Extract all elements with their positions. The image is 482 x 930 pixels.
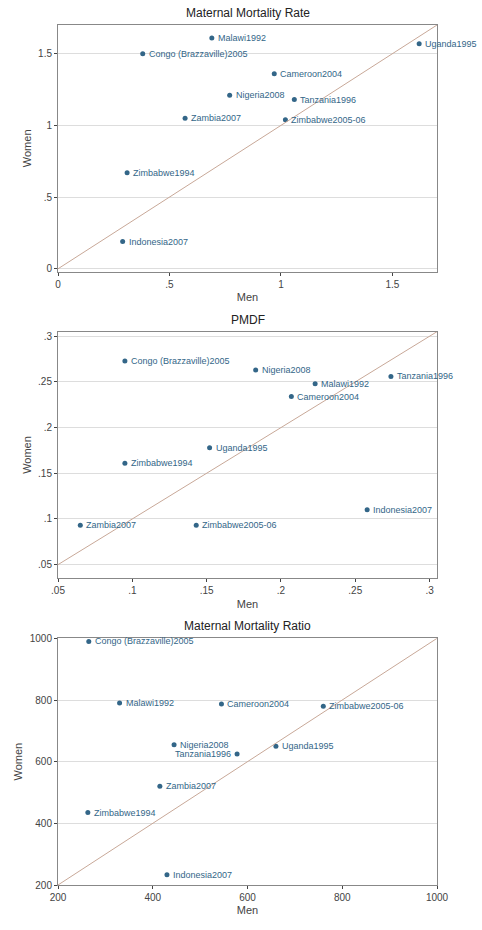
svg-text:1.5: 1.5 (385, 279, 399, 290)
svg-text:Men: Men (237, 291, 258, 303)
svg-text:Uganda1995: Uganda1995 (282, 741, 334, 751)
svg-text:Uganda1995: Uganda1995 (216, 443, 268, 453)
svg-text:200: 200 (50, 892, 67, 903)
svg-text:400: 400 (35, 818, 52, 829)
svg-text:Congo (Brazzaville)2005: Congo (Brazzaville)2005 (131, 356, 230, 366)
svg-text:.3: .3 (44, 331, 53, 342)
svg-text:Cameroon2004: Cameroon2004 (297, 392, 359, 402)
svg-text:Men: Men (237, 598, 258, 610)
svg-text:Zimbabwe2005-06: Zimbabwe2005-06 (202, 520, 277, 530)
svg-text:Zimbabwe1994: Zimbabwe1994 (94, 808, 156, 818)
svg-text:Malawi1992: Malawi1992 (321, 379, 369, 389)
svg-text:Women: Women (21, 129, 33, 167)
svg-text:Men: Men (237, 904, 258, 916)
svg-text:.15: .15 (200, 585, 214, 596)
svg-text:Zambia2007: Zambia2007 (166, 781, 216, 791)
svg-text:1: 1 (46, 120, 52, 131)
svg-text:.25: .25 (38, 376, 52, 387)
svg-text:0: 0 (46, 263, 52, 274)
svg-text:Nigeria2008: Nigeria2008 (262, 365, 311, 375)
svg-text:.05: .05 (51, 585, 65, 596)
svg-text:Women: Women (12, 743, 24, 781)
svg-text:.25: .25 (348, 585, 362, 596)
svg-text:Indonesia2007: Indonesia2007 (173, 870, 232, 880)
svg-text:Zambia2007: Zambia2007 (191, 113, 241, 123)
svg-text:.5: .5 (165, 279, 174, 290)
svg-text:400: 400 (144, 892, 161, 903)
svg-text:1000: 1000 (30, 633, 53, 644)
svg-text:Maternal Mortality Rate: Maternal Mortality Rate (186, 6, 310, 20)
svg-text:.1: .1 (44, 513, 53, 524)
svg-text:Indonesia2007: Indonesia2007 (129, 237, 188, 247)
svg-text:Maternal Mortality Ratio: Maternal Mortality Ratio (184, 619, 311, 633)
svg-text:Zimbabwe2005-06: Zimbabwe2005-06 (329, 701, 404, 711)
svg-text:Uganda1995: Uganda1995 (425, 39, 477, 49)
svg-text:Tanzania1996: Tanzania1996 (175, 749, 231, 759)
svg-text:.2: .2 (44, 422, 53, 433)
svg-text:.05: .05 (38, 559, 52, 570)
svg-text:.3: .3 (425, 585, 434, 596)
svg-text:.2: .2 (277, 585, 286, 596)
svg-text:Tanzania1996: Tanzania1996 (300, 95, 356, 105)
svg-text:200: 200 (35, 880, 52, 891)
svg-text:1: 1 (278, 279, 284, 290)
svg-text:Cameroon2004: Cameroon2004 (227, 699, 289, 709)
svg-text:Zimbabwe1994: Zimbabwe1994 (131, 458, 193, 468)
svg-text:1.5: 1.5 (38, 48, 52, 59)
svg-text:Nigeria2008: Nigeria2008 (236, 90, 285, 100)
svg-text:Nigeria2008: Nigeria2008 (180, 740, 229, 750)
svg-text:PMDF: PMDF (231, 313, 265, 327)
svg-text:Zimbabwe2005-06: Zimbabwe2005-06 (291, 115, 366, 125)
svg-text:Malawi1992: Malawi1992 (126, 698, 174, 708)
svg-text:Cameroon2004: Cameroon2004 (280, 69, 342, 79)
svg-text:800: 800 (35, 695, 52, 706)
svg-text:Congo (Brazzaville)2005: Congo (Brazzaville)2005 (95, 636, 194, 646)
svg-text:Zimbabwe1994: Zimbabwe1994 (133, 168, 195, 178)
svg-text:.5: .5 (44, 192, 53, 203)
svg-text:Malawi1992: Malawi1992 (218, 33, 266, 43)
svg-text:Indonesia2007: Indonesia2007 (373, 505, 432, 515)
svg-text:.1: .1 (128, 585, 137, 596)
svg-text:Zambia2007: Zambia2007 (86, 520, 136, 530)
svg-text:800: 800 (334, 892, 351, 903)
svg-text:.15: .15 (38, 468, 52, 479)
svg-text:Women: Women (21, 436, 33, 474)
svg-text:0: 0 (55, 279, 61, 290)
svg-text:600: 600 (239, 892, 256, 903)
svg-text:1000: 1000 (426, 892, 449, 903)
svg-text:Congo (Brazzaville)2005: Congo (Brazzaville)2005 (149, 49, 248, 59)
svg-text:Tanzania1996: Tanzania1996 (397, 371, 453, 381)
svg-text:600: 600 (35, 756, 52, 767)
